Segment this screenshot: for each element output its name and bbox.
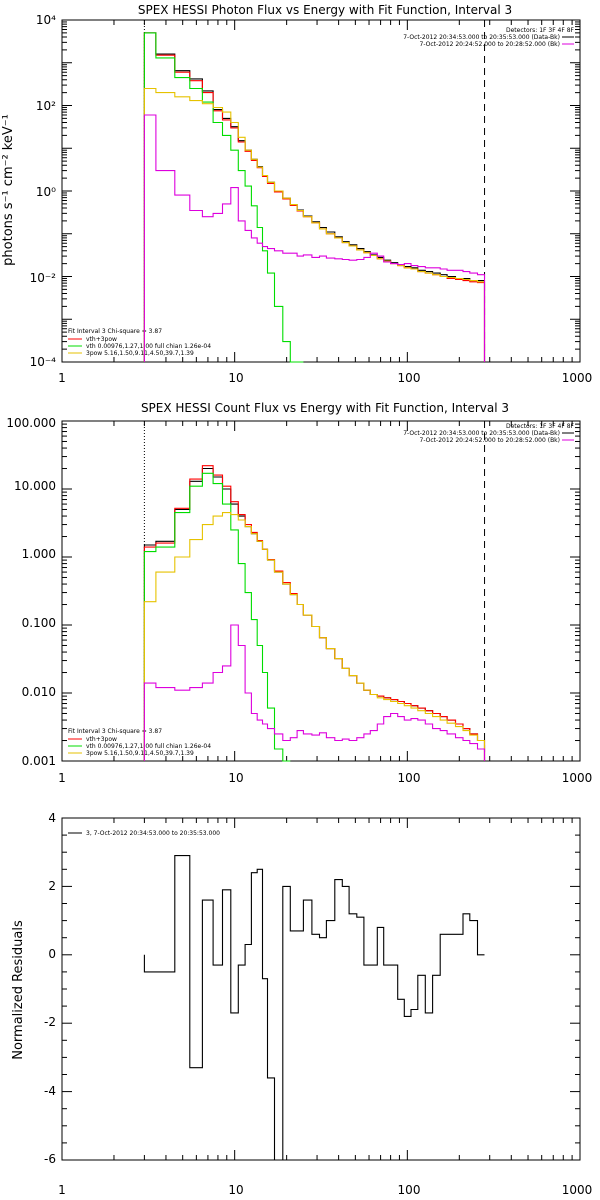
- panel1-ytick-labels: 10⁻⁴ 10⁻² 10⁰ 10² 10⁴: [30, 13, 57, 369]
- panel1-ytick-5: 10⁴: [36, 13, 56, 27]
- panel2-ytick-1: 0.001: [22, 754, 56, 768]
- panel1-legend-item-2: vth 0.00976,1.27,1.00 full chian 1.26e-0…: [86, 343, 211, 350]
- panel3-xtick-4: 1000: [562, 1183, 593, 1197]
- panel1-legend-item-1: vth+3pow: [86, 336, 117, 343]
- panel3-xtick-1: 1: [58, 1183, 66, 1197]
- panel1-xtick-labels: 1 10 100 1000: [58, 371, 592, 385]
- panel1-legend: Fit Interval 3 Chi-square = 3.87 vth+3po…: [68, 328, 211, 357]
- panel1-title: SPEX HESSI Photon Flux vs Energy with Fi…: [138, 3, 512, 17]
- panel3-xtick-labels: 1 10 100 1000: [58, 1183, 592, 1197]
- panel2-ytick-5: 10.000: [14, 479, 56, 493]
- panel2-info-line-1: Detectors: 1F 3F 4F 8F: [506, 423, 575, 430]
- panel2-xtick-3: 100: [398, 771, 421, 785]
- panel2-series-vth: [143, 472, 291, 762]
- panel2-ytick-labels: 0.001 0.010 0.100 1.000 10.000 100.000: [6, 416, 56, 768]
- panel2-ytick-3: 0.100: [22, 616, 56, 630]
- panel2-ytick-6: 100.000: [6, 416, 56, 430]
- panel1-ytick-3: 10⁰: [36, 185, 56, 199]
- panel3-ytick-5: 2: [48, 879, 56, 893]
- panel2-ytick-2: 0.010: [22, 685, 56, 699]
- panel1-series-3pow: [143, 87, 486, 362]
- panel2-series-background: [143, 624, 486, 761]
- panel1-series-vth: [143, 32, 304, 363]
- panel2-title: SPEX HESSI Count Flux vs Energy with Fit…: [141, 401, 509, 415]
- panel3-ylabel: Normalized Residuals: [11, 920, 26, 1060]
- panel2-frame: [61, 420, 581, 762]
- panel3-ytick-1: -6: [44, 1152, 56, 1166]
- panel3-ytick-3: -2: [44, 1015, 56, 1029]
- panel2-series-3pow: [143, 512, 486, 761]
- panel2-info-line-3: 7-Oct-2012 20:24:52.000 to 20:28:52.000 …: [420, 437, 561, 444]
- panel2-legend-title: Fit Interval 3 Chi-square = 3.87: [68, 728, 162, 735]
- panel1-info-line-3: 7-Oct-2012 20:24:52.000 to 20:28:52.000 …: [420, 41, 561, 48]
- panel2-ytick-4: 1.000: [22, 547, 56, 561]
- panel1-legend-title: Fit Interval 3 Chi-square = 3.87: [68, 328, 162, 335]
- panel3-xtick-3: 100: [398, 1183, 421, 1197]
- panel1-ytick-4: 10²: [36, 99, 56, 113]
- panel1-ytick-2: 10⁻²: [30, 271, 57, 285]
- panel3-series-residuals: [143, 855, 485, 1161]
- panel1-xtick-1: 1: [58, 371, 66, 385]
- panel1-series-background: [143, 114, 486, 362]
- panel1-info-line-1: Detectors: 1F 3F 4F 8F: [506, 27, 575, 34]
- panel3-ytick-labels: -6 -4 -2 0 2 4: [44, 811, 56, 1166]
- plot-layer: [61, 19, 581, 1161]
- panel2-xtick-4: 1000: [562, 771, 593, 785]
- panel1-info-box: Detectors: 1F 3F 4F 8F 7-Oct-2012 20:34:…: [403, 27, 574, 48]
- panel2-xtick-1: 1: [58, 771, 66, 785]
- panel3-legend-label: 3, 7-Oct-2012 20:34:53.000 to 20:35:53.0…: [86, 830, 220, 837]
- panel2-xtick-labels: 1 10 100 1000: [58, 771, 592, 785]
- panel2-xtick-2: 10: [228, 771, 243, 785]
- panel3-ytick-2: -4: [44, 1084, 56, 1098]
- panel1-xtick-2: 10: [228, 371, 243, 385]
- panel1-ytick-1: 10⁻⁴: [30, 355, 57, 369]
- panel3-legend: 3, 7-Oct-2012 20:34:53.000 to 20:35:53.0…: [68, 830, 220, 837]
- panel1-xtick-3: 100: [398, 371, 421, 385]
- panel1-xtick-4: 1000: [562, 371, 593, 385]
- panel2-info-box: Detectors: 1F 3F 4F 8F 7-Oct-2012 20:34:…: [403, 423, 574, 444]
- panel3-xtick-2: 10: [228, 1183, 243, 1197]
- panel2-info-line-2: 7-Oct-2012 20:34:53.000 to 20:35:53.000 …: [403, 430, 560, 437]
- panel2-legend-item-3: 3pow 5.16,1.50,9.11,4.50,39.7,1.39: [86, 750, 194, 757]
- panel3-ytick-6: 4: [48, 811, 56, 825]
- panel2-legend: Fit Interval 3 Chi-square = 3.87 vth+3po…: [68, 728, 211, 757]
- panel3-ytick-4: 0: [48, 947, 56, 961]
- panel1-ylabel: photons s⁻¹ cm⁻² keV⁻¹: [1, 114, 16, 266]
- panel1-legend-item-3: 3pow 5.16,1.50,9.11,4.50,39.7,1.39: [86, 350, 194, 357]
- panel1-info-line-2: 7-Oct-2012 20:34:53.000 to 20:35:53.000 …: [403, 34, 560, 41]
- panel2-legend-item-2: vth 0.00976,1.27,1.00 full chian 1.26e-0…: [86, 743, 211, 750]
- panel2-legend-item-1: vth+3pow: [86, 736, 117, 743]
